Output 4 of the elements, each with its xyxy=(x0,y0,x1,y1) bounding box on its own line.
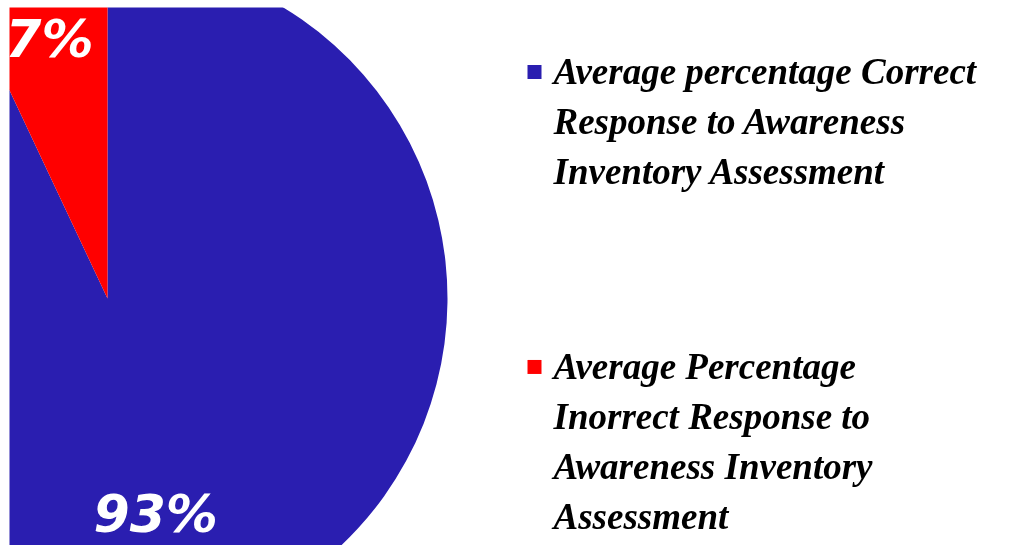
legend-label: Average Percentage Inorrect Response to Awareness Inventory Assessment xyxy=(551,345,874,537)
data-label: 93% xyxy=(93,484,218,545)
data-label: 7% xyxy=(5,8,94,69)
legend-label: Average percentage Correct Response to Awareness Inventory Assessment xyxy=(551,50,978,192)
